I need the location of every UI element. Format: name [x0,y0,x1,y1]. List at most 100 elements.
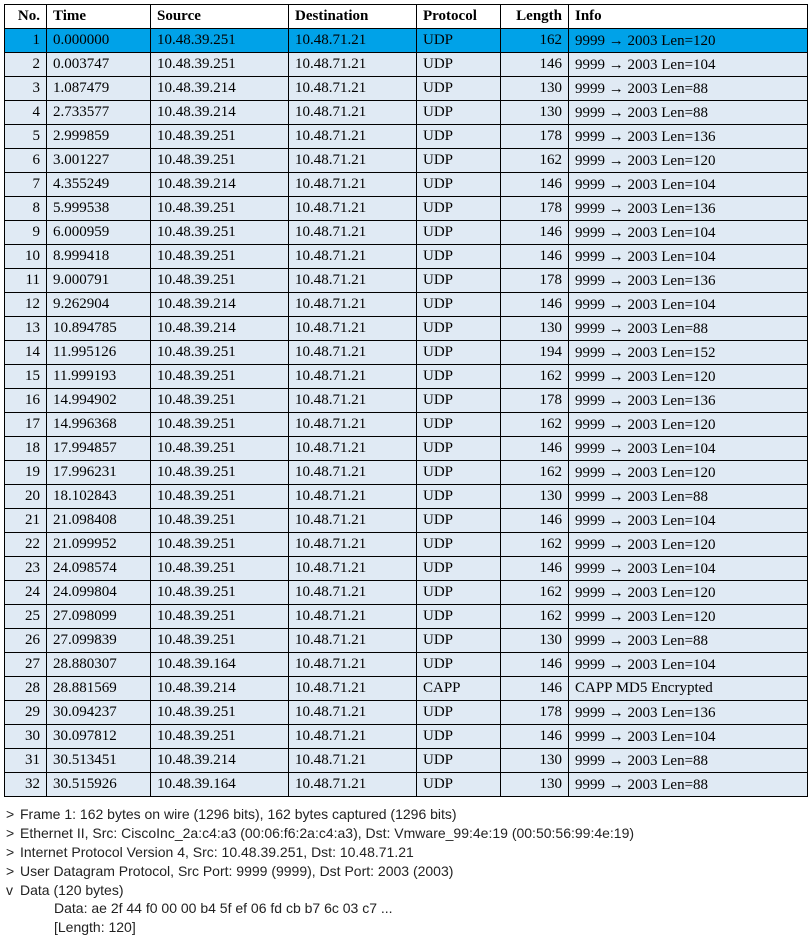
cell-protocol: UDP [417,629,501,653]
cell-length: 130 [501,749,569,773]
cell-info: 9999 → 2003 Len=104 [569,725,808,749]
table-row[interactable]: 1511.99919310.48.39.25110.48.71.21UDP162… [5,365,808,389]
table-row[interactable]: 2527.09809910.48.39.25110.48.71.21UDP162… [5,605,808,629]
cell-time: 28.881569 [47,677,151,701]
table-row[interactable]: 52.99985910.48.39.25110.48.71.21UDP17899… [5,125,808,149]
cell-destination: 10.48.71.21 [289,677,417,701]
col-header-time[interactable]: Time [47,5,151,29]
cell-length: 130 [501,77,569,101]
cell-destination: 10.48.71.21 [289,629,417,653]
table-row[interactable]: 1614.99490210.48.39.25110.48.71.21UDP178… [5,389,808,413]
col-header-source[interactable]: Source [151,5,289,29]
table-row[interactable]: 2828.88156910.48.39.21410.48.71.21CAPP14… [5,677,808,701]
table-row[interactable]: 3030.09781210.48.39.25110.48.71.21UDP146… [5,725,808,749]
table-row[interactable]: 1310.89478510.48.39.21410.48.71.21UDP130… [5,317,808,341]
cell-protocol: UDP [417,725,501,749]
cell-info: 9999 → 2003 Len=88 [569,773,808,797]
table-row[interactable]: 119.00079110.48.39.25110.48.71.21UDP1789… [5,269,808,293]
table-row[interactable]: 1714.99636810.48.39.25110.48.71.21UDP162… [5,413,808,437]
table-row[interactable]: 74.35524910.48.39.21410.48.71.21UDP14699… [5,173,808,197]
cell-destination: 10.48.71.21 [289,437,417,461]
detail-tree-label: Frame 1: 162 bytes on wire (1296 bits), … [20,806,457,822]
col-header-no[interactable]: No. [5,5,47,29]
table-row[interactable]: 2424.09980410.48.39.25110.48.71.21UDP162… [5,581,808,605]
cell-destination: 10.48.71.21 [289,725,417,749]
cell-protocol: UDP [417,437,501,461]
table-row[interactable]: 108.99941810.48.39.25110.48.71.21UDP1469… [5,245,808,269]
col-header-protocol[interactable]: Protocol [417,5,501,29]
cell-info: 9999 → 2003 Len=136 [569,701,808,725]
col-header-info[interactable]: Info [569,5,808,29]
table-row[interactable]: 1411.99512610.48.39.25110.48.71.21UDP194… [5,341,808,365]
cell-time: 5.999538 [47,197,151,221]
cell-source: 10.48.39.214 [151,317,289,341]
cell-no: 4 [5,101,47,125]
table-row[interactable]: 10.00000010.48.39.25110.48.71.21UDP16299… [5,29,808,53]
table-row[interactable]: 31.08747910.48.39.21410.48.71.21UDP13099… [5,77,808,101]
cell-no: 8 [5,197,47,221]
cell-source: 10.48.39.164 [151,653,289,677]
table-row[interactable]: 1917.99623110.48.39.25110.48.71.21UDP162… [5,461,808,485]
cell-no: 28 [5,677,47,701]
table-row[interactable]: 2221.09995210.48.39.25110.48.71.21UDP162… [5,533,808,557]
cell-length: 162 [501,605,569,629]
table-row[interactable]: 3230.51592610.48.39.16410.48.71.21UDP130… [5,773,808,797]
detail-data-length[interactable]: [Length: 120] [6,918,806,937]
cell-source: 10.48.39.251 [151,365,289,389]
table-row[interactable]: 2018.10284310.48.39.25110.48.71.21UDP130… [5,485,808,509]
table-row[interactable]: 42.73357710.48.39.21410.48.71.21UDP13099… [5,101,808,125]
detail-tree-item[interactable]: >Internet Protocol Version 4, Src: 10.48… [6,843,806,862]
detail-tree-item[interactable]: vData (120 bytes) [6,881,806,900]
detail-tree-item[interactable]: >Frame 1: 162 bytes on wire (1296 bits),… [6,805,806,824]
detail-data-hex[interactable]: Data: ae 2f 44 f0 00 00 b4 5f ef 06 fd c… [6,899,806,918]
col-header-destination[interactable]: Destination [289,5,417,29]
cell-length: 146 [501,245,569,269]
cell-no: 27 [5,653,47,677]
table-row[interactable]: 20.00374710.48.39.25110.48.71.21UDP14699… [5,53,808,77]
cell-source: 10.48.39.251 [151,605,289,629]
table-row[interactable]: 63.00122710.48.39.25110.48.71.21UDP16299… [5,149,808,173]
cell-time: 14.994902 [47,389,151,413]
cell-info: 9999 → 2003 Len=88 [569,749,808,773]
cell-protocol: UDP [417,461,501,485]
detail-tree-item[interactable]: >User Datagram Protocol, Src Port: 9999 … [6,862,806,881]
cell-info: 9999 → 2003 Len=88 [569,101,808,125]
table-row[interactable]: 2121.09840810.48.39.25110.48.71.21UDP146… [5,509,808,533]
cell-destination: 10.48.71.21 [289,509,417,533]
table-row[interactable]: 3130.51345110.48.39.21410.48.71.21UDP130… [5,749,808,773]
cell-time: 6.000959 [47,221,151,245]
cell-destination: 10.48.71.21 [289,533,417,557]
cell-info: 9999 → 2003 Len=120 [569,581,808,605]
table-row[interactable]: 129.26290410.48.39.21410.48.71.21UDP1469… [5,293,808,317]
col-header-length[interactable]: Length [501,5,569,29]
cell-protocol: UDP [417,485,501,509]
cell-time: 21.098408 [47,509,151,533]
table-row[interactable]: 2627.09983910.48.39.25110.48.71.21UDP130… [5,629,808,653]
cell-destination: 10.48.71.21 [289,413,417,437]
cell-time: 1.087479 [47,77,151,101]
cell-length: 130 [501,485,569,509]
cell-length: 162 [501,581,569,605]
table-row[interactable]: 2324.09857410.48.39.25110.48.71.21UDP146… [5,557,808,581]
table-row[interactable]: 2930.09423710.48.39.25110.48.71.21UDP178… [5,701,808,725]
cell-time: 2.999859 [47,125,151,149]
table-row[interactable]: 1817.99485710.48.39.25110.48.71.21UDP146… [5,437,808,461]
table-row[interactable]: 85.99953810.48.39.25110.48.71.21UDP17899… [5,197,808,221]
cell-destination: 10.48.71.21 [289,125,417,149]
cell-time: 24.098574 [47,557,151,581]
cell-length: 162 [501,29,569,53]
detail-tree-item[interactable]: >Ethernet II, Src: CiscoInc_2a:c4:a3 (00… [6,824,806,843]
table-row[interactable]: 96.00095910.48.39.25110.48.71.21UDP14699… [5,221,808,245]
cell-length: 162 [501,461,569,485]
table-row[interactable]: 2728.88030710.48.39.16410.48.71.21UDP146… [5,653,808,677]
cell-length: 130 [501,773,569,797]
cell-time: 8.999418 [47,245,151,269]
cell-info: 9999 → 2003 Len=136 [569,125,808,149]
cell-length: 146 [501,557,569,581]
cell-time: 30.513451 [47,749,151,773]
cell-source: 10.48.39.251 [151,629,289,653]
packet-list-table: No. Time Source Destination Protocol Len… [4,4,808,797]
cell-no: 25 [5,605,47,629]
cell-no: 26 [5,629,47,653]
cell-time: 27.099839 [47,629,151,653]
